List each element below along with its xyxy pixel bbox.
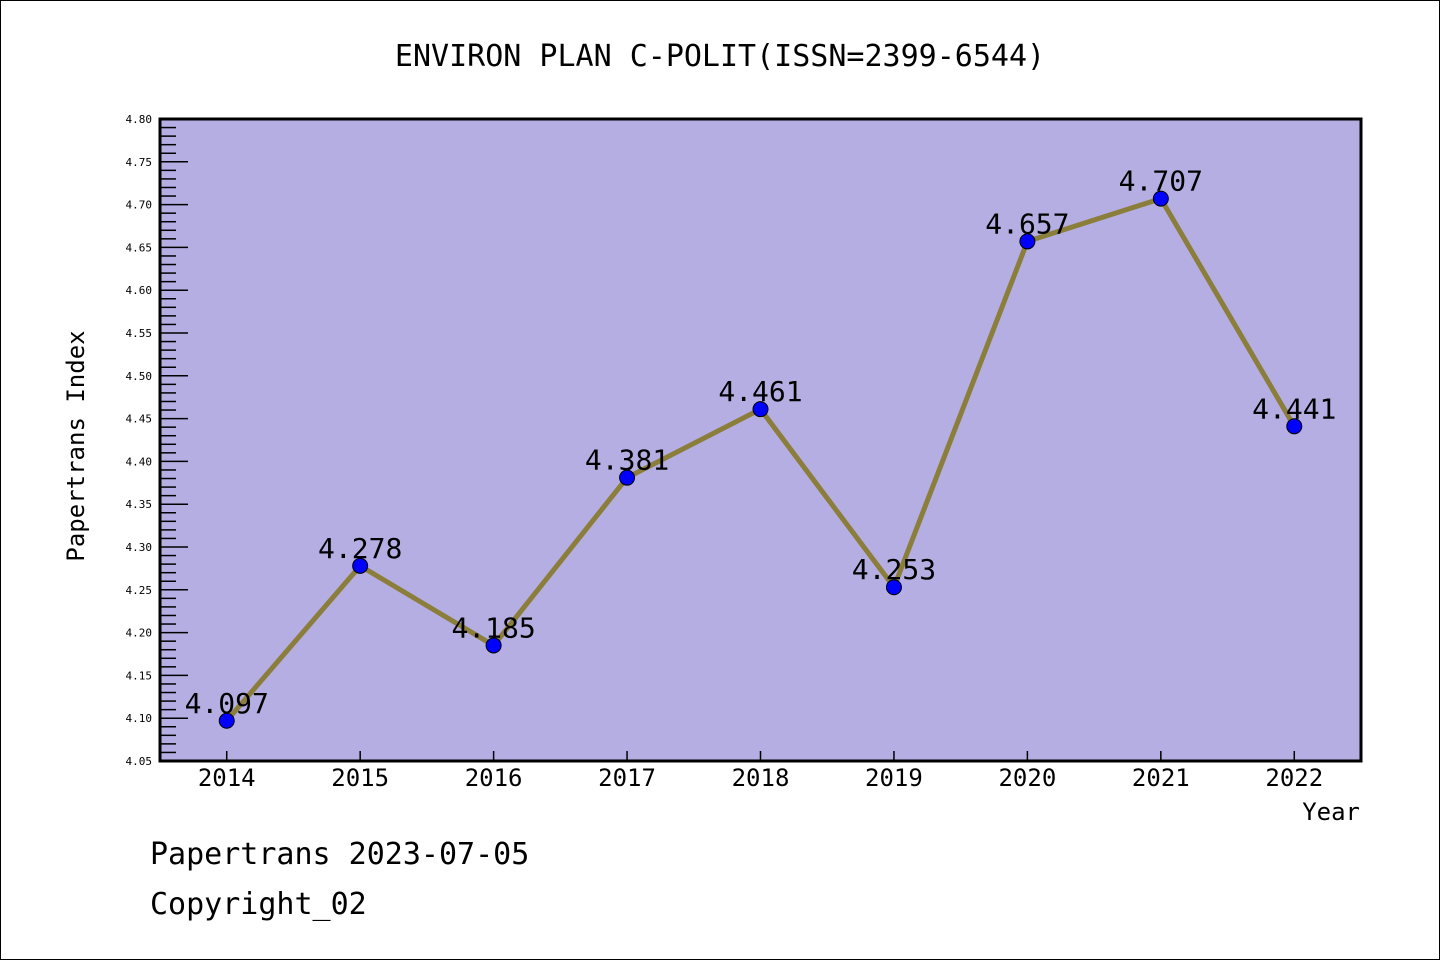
x-tick-label: 2016	[465, 764, 523, 792]
y-tick-label: 4.40	[126, 455, 153, 468]
chart-title: ENVIRON PLAN C-POLIT(ISSN=2399-6544)	[395, 39, 1045, 74]
data-label: 4.253	[852, 553, 936, 586]
footer-date: Papertrans 2023-07-05	[150, 837, 529, 872]
data-label: 4.185	[451, 611, 535, 644]
y-tick-label: 4.45	[126, 413, 153, 426]
y-tick-label: 4.65	[126, 241, 153, 254]
y-tick-label: 4.30	[126, 541, 153, 554]
x-tick-label: 2022	[1265, 764, 1323, 792]
data-point	[1019, 233, 1036, 250]
x-tick-label: 2015	[331, 764, 389, 792]
y-tick-label: 4.35	[126, 498, 153, 511]
y-tick-label: 4.20	[126, 627, 153, 640]
y-tick-label: 4.75	[126, 156, 153, 169]
data-point	[885, 579, 902, 596]
data-point	[1152, 190, 1169, 207]
y-tick-label: 4.80	[126, 113, 153, 126]
y-tick-label: 4.05	[126, 755, 153, 768]
y-tick-label: 4.70	[126, 199, 153, 212]
y-tick-label: 4.15	[126, 669, 153, 682]
plot-border	[158, 117, 1363, 763]
data-point	[752, 401, 769, 418]
y-tick-label: 4.10	[126, 712, 153, 725]
x-tick-label: 2017	[598, 764, 656, 792]
data-label: 4.461	[718, 375, 802, 408]
data-point	[218, 712, 235, 729]
plot-area	[160, 119, 1361, 761]
y-tick-label: 4.25	[126, 584, 153, 597]
x-tick-label: 2018	[732, 764, 790, 792]
data-point	[1286, 418, 1303, 435]
y-tick-label: 4.55	[126, 327, 153, 340]
data-label: 4.097	[185, 687, 269, 720]
data-label: 4.707	[1119, 165, 1203, 198]
y-axis-label: Papertrans Index	[62, 330, 90, 561]
data-label: 4.278	[318, 532, 402, 565]
data-point	[619, 469, 636, 486]
y-tick-label: 4.60	[126, 284, 153, 297]
data-label: 4.381	[585, 444, 669, 477]
x-tick-label: 2021	[1132, 764, 1190, 792]
footer-copyright: Copyright_02	[150, 887, 367, 922]
x-axis-label: Year	[1302, 798, 1360, 826]
data-label: 4.441	[1252, 392, 1336, 425]
data-label: 4.657	[985, 207, 1069, 240]
data-point	[485, 637, 502, 654]
x-tick-label: 2020	[998, 764, 1056, 792]
data-point	[352, 557, 369, 574]
y-tick-label: 4.50	[126, 370, 153, 383]
x-tick-label: 2014	[198, 764, 256, 792]
x-tick-label: 2019	[865, 764, 923, 792]
